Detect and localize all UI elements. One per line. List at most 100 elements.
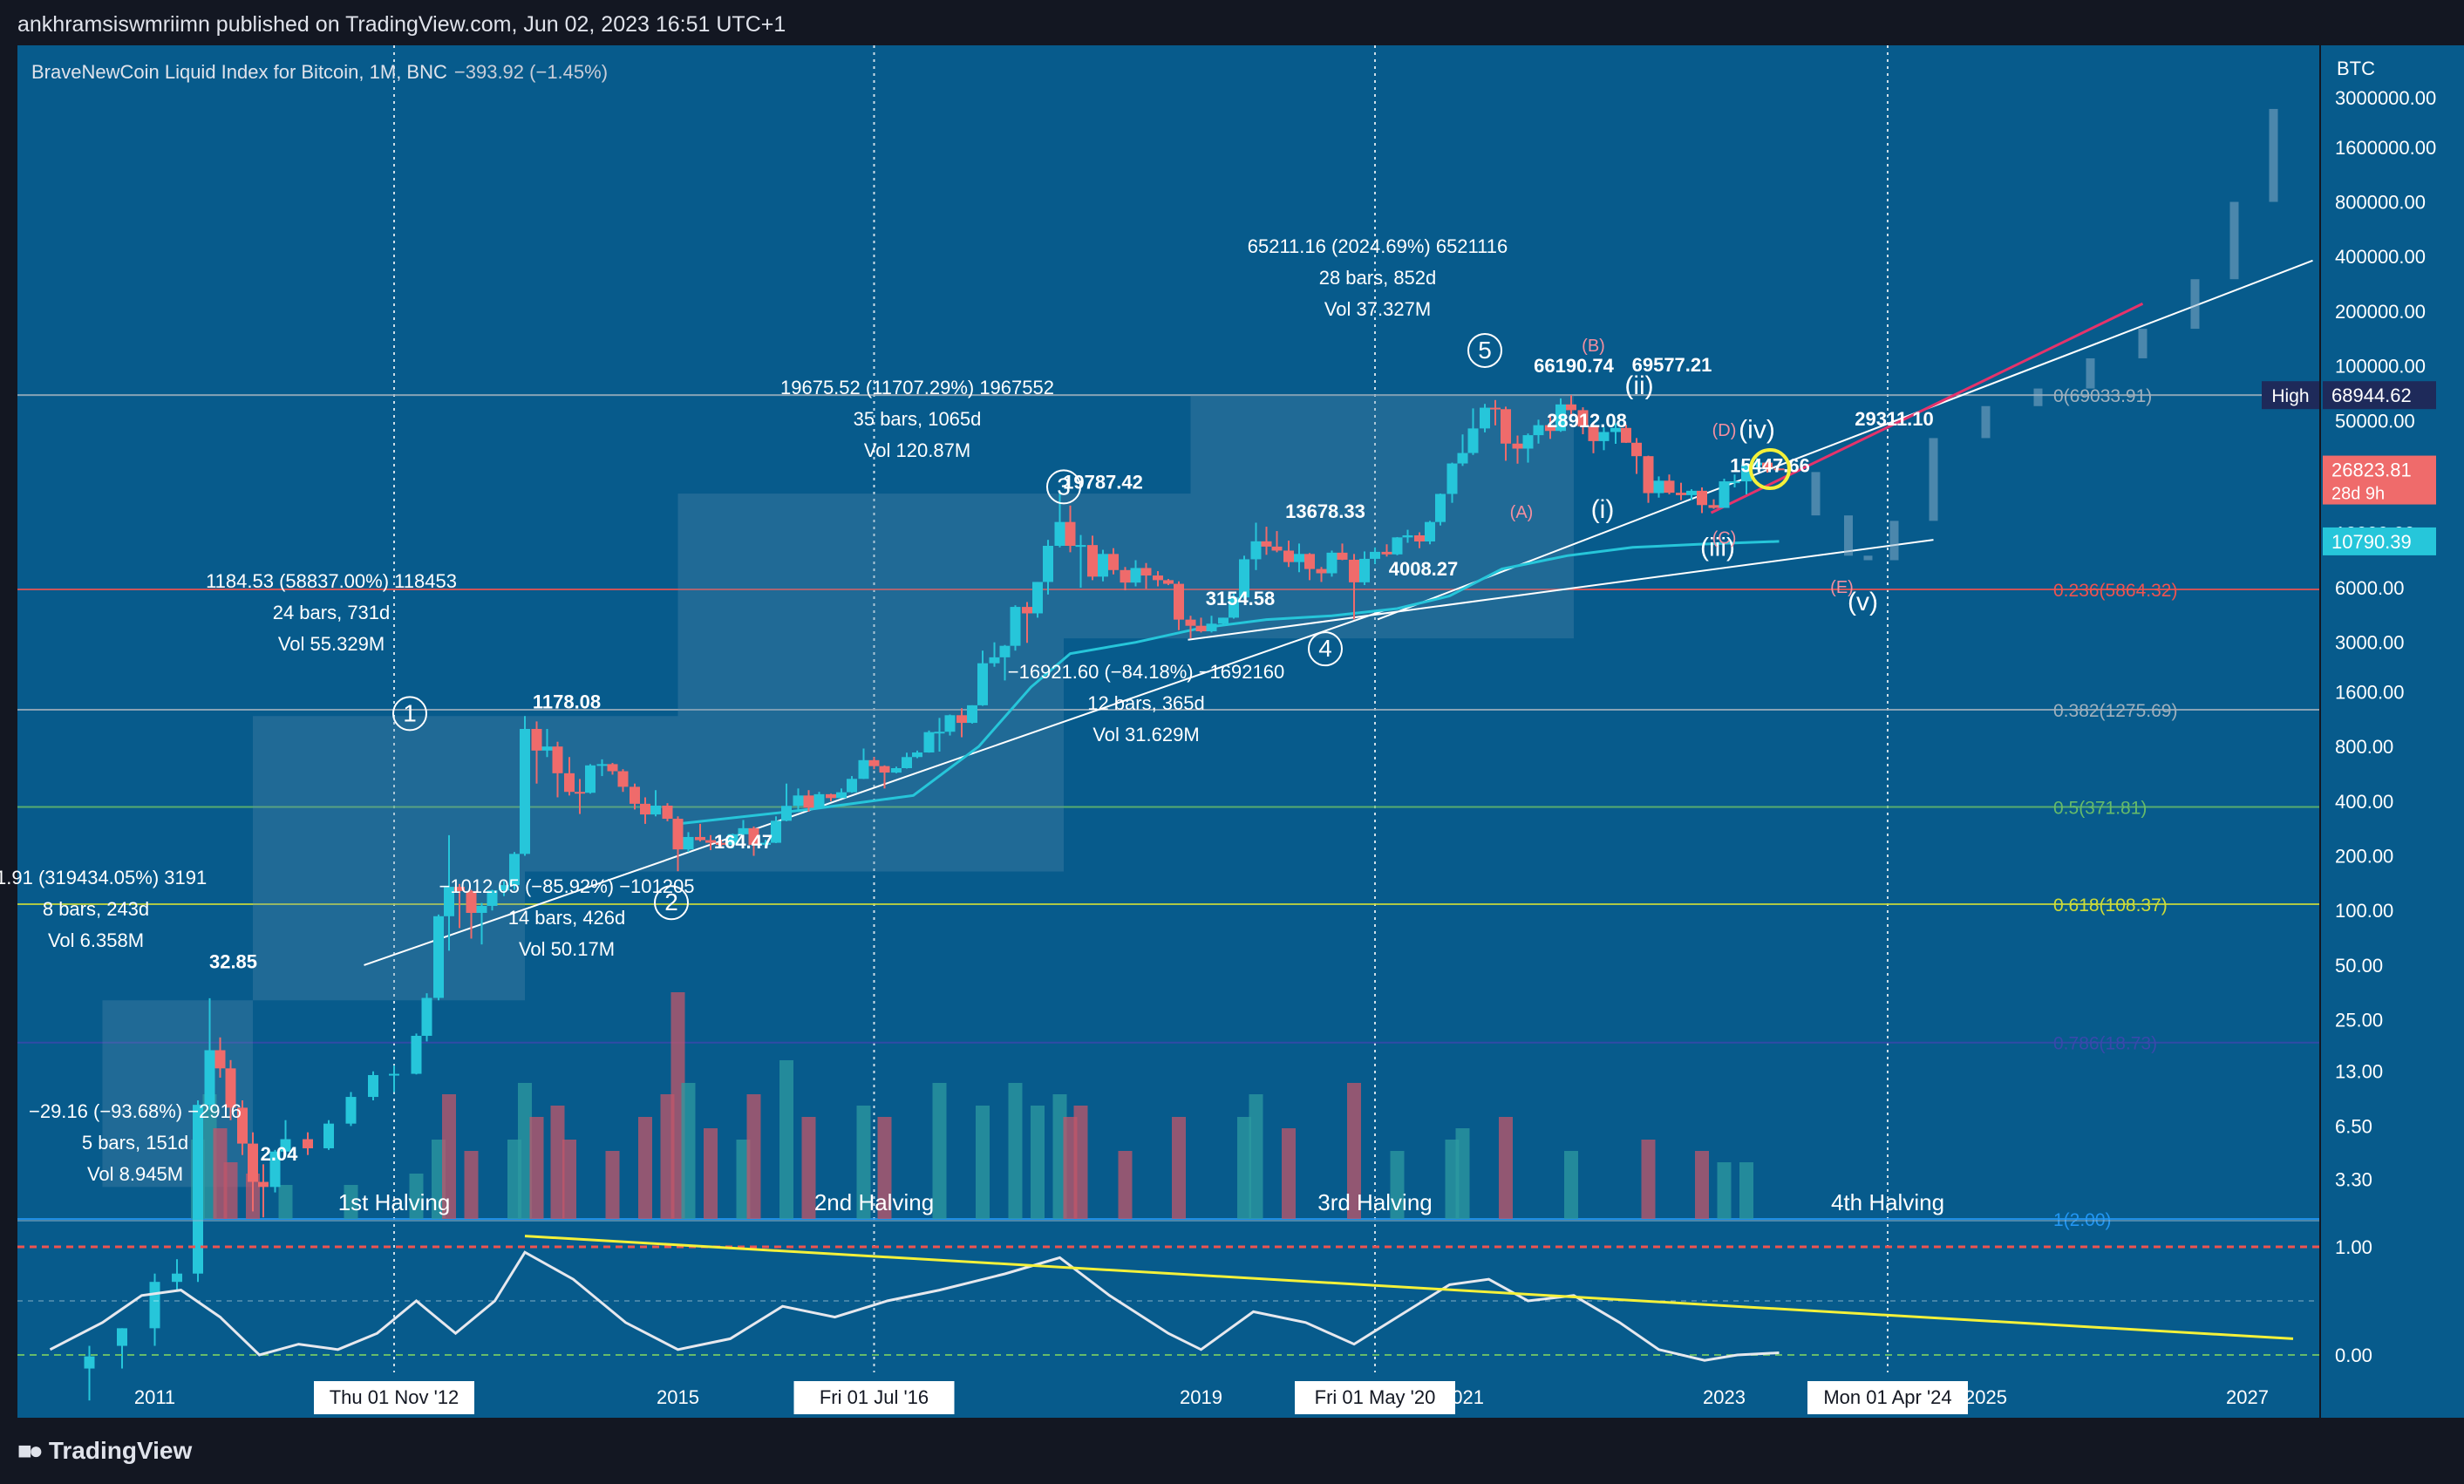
volume-bar — [1564, 1151, 1578, 1219]
halving-label: 4th Halving — [1831, 1189, 1944, 1215]
candle-body — [1697, 490, 1707, 506]
measurement-label: Vol 6.358M — [48, 929, 144, 951]
trendline-upper — [1377, 259, 2313, 621]
price-label: 66190.74 — [1534, 355, 1615, 377]
candle-body — [1676, 493, 1686, 495]
time-axis-tick: 2027 — [2226, 1386, 2269, 1408]
volume-bar — [529, 1117, 544, 1219]
price-axis-tick: 50.00 — [2335, 955, 2383, 977]
candle-body — [1512, 443, 1523, 449]
chart-pane[interactable] — [17, 45, 2319, 1418]
candle-body — [1261, 541, 1272, 547]
measurement-label: −16921.60 (−84.18%) −1692160 — [1008, 661, 1284, 683]
volume-bar — [278, 1185, 293, 1219]
measurement-label: Vol 50.17M — [519, 938, 615, 960]
candle-body — [1065, 521, 1076, 547]
candle-body — [836, 792, 847, 799]
tradingview-logo[interactable]: ■● TradingView — [17, 1437, 192, 1465]
measurement-label: 28 bars, 852d — [1319, 267, 1437, 289]
candle-body — [117, 1328, 127, 1346]
candle-body — [1359, 558, 1370, 582]
candle-body — [1566, 404, 1576, 411]
projection-candle — [1981, 405, 1991, 439]
time-axis-marker — [1807, 1381, 1968, 1414]
candle-body — [541, 746, 553, 751]
volume-bar — [1641, 1140, 1656, 1219]
candle-body — [433, 916, 444, 998]
projection-candle — [1889, 521, 1899, 561]
corrective-label: (D) — [1712, 421, 1737, 440]
candle-body — [421, 997, 432, 1036]
candle-body — [944, 715, 956, 732]
volume-bar — [518, 1083, 532, 1219]
oscillator-line — [49, 1250, 1780, 1362]
time-axis-marker — [1295, 1381, 1455, 1414]
price-badge-tag — [2262, 381, 2319, 410]
candle-body — [466, 890, 477, 913]
price-badge-value: 10790.39 — [2331, 531, 2412, 553]
candle-body — [1108, 554, 1119, 570]
candle-body — [172, 1273, 182, 1283]
candle-body — [1643, 456, 1654, 494]
measurement-label: 35 bars, 1065d — [854, 408, 982, 430]
candle-body — [149, 1282, 160, 1329]
candle-body — [716, 842, 726, 845]
candle-body — [1631, 442, 1642, 457]
volume-bar — [704, 1128, 718, 1219]
candle-body — [1522, 435, 1534, 449]
volume-bar — [779, 1060, 793, 1219]
candle-body — [891, 768, 902, 773]
candle-body — [607, 764, 618, 772]
candle-body — [1316, 568, 1327, 574]
corrective-label: (B) — [1582, 337, 1605, 356]
candle-body — [237, 1107, 248, 1144]
time-axis-tick: 2023 — [1703, 1386, 1746, 1408]
price-label: 1178.08 — [533, 691, 601, 712]
fib-level-label: 0.618(108.37) — [2053, 895, 2168, 916]
candle-body — [1054, 521, 1065, 547]
price-badge-sub: 28d 9h — [2331, 485, 2385, 504]
candle-body — [204, 1050, 215, 1106]
candle-body — [520, 729, 530, 854]
measure-box — [253, 716, 525, 1001]
volume-bar — [856, 1106, 871, 1219]
price-axis-pane[interactable] — [2321, 45, 2464, 1418]
candle-body — [1457, 453, 1468, 464]
candle-body — [193, 1105, 203, 1274]
corrective-label: (E) — [1830, 578, 1854, 597]
candle-body — [564, 773, 575, 793]
candle-body — [662, 805, 673, 820]
candle-body — [1533, 425, 1544, 436]
symbol-legend[interactable]: BraveNewCoin Liquid Index for Bitcoin, 1… — [31, 61, 608, 84]
volume-bar — [976, 1106, 990, 1219]
candle-body — [1719, 481, 1730, 508]
price-label: 2.04 — [261, 1143, 299, 1165]
wave-circle — [1308, 631, 1343, 667]
candle-body — [858, 759, 869, 779]
candle-body — [1762, 462, 1773, 469]
volume-bar — [223, 1162, 238, 1219]
candle-body — [879, 766, 890, 773]
candle-body — [1349, 559, 1359, 582]
candle-body — [1283, 550, 1294, 562]
volume-bar — [1347, 1083, 1361, 1219]
candle-body — [1229, 597, 1239, 618]
price-label: 29311.10 — [1855, 408, 1934, 430]
time-axis-marker-label: Mon 01 Apr '24 — [1823, 1386, 1951, 1408]
projection-candle — [1844, 515, 1853, 556]
wave-label: 4 — [1318, 635, 1332, 662]
candle-body — [1480, 407, 1490, 429]
candle-body — [1140, 568, 1152, 576]
wave-label: (iv) — [1739, 415, 1775, 444]
candle-body — [1425, 521, 1435, 541]
candle-body — [1435, 494, 1446, 522]
price-axis-tick: 400.00 — [2335, 791, 2393, 813]
publish-info: ankhramsiswmriimn published on TradingVi… — [17, 12, 786, 37]
candle-body — [1185, 619, 1196, 626]
candle-body — [1130, 568, 1141, 583]
highlight-circle — [1749, 447, 1791, 490]
candle-body — [476, 905, 487, 913]
corrective-label: (A) — [1510, 503, 1534, 522]
price-axis-tick: 100.00 — [2335, 900, 2393, 922]
